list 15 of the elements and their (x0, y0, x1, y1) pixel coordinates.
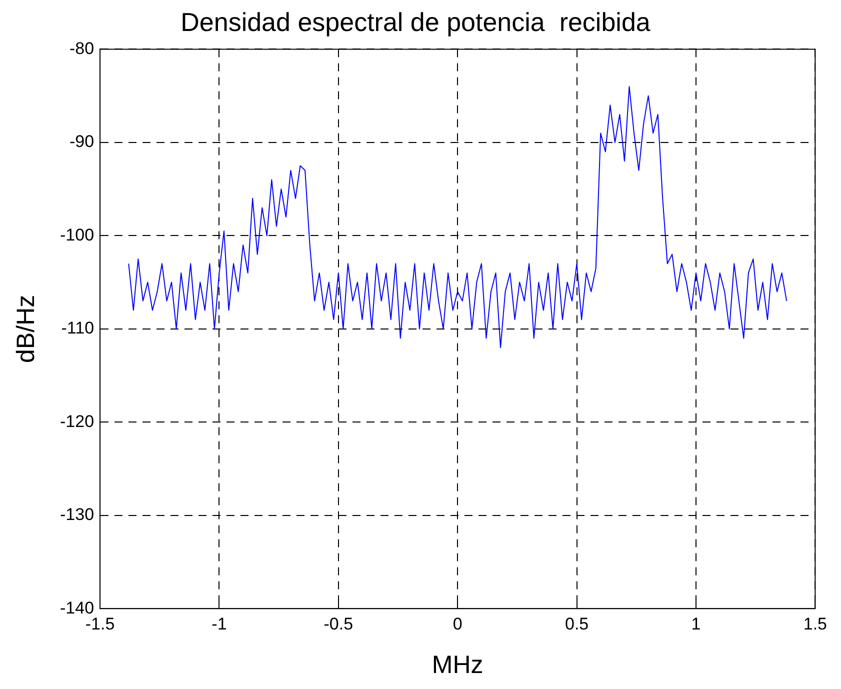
x-tick-label: 1.5 (803, 614, 828, 634)
y-tick-label: -100 (60, 225, 94, 244)
y-tick-label: -80 (69, 38, 94, 58)
chart-title: Densidad espectral de potencia recibida (180, 6, 651, 37)
x-tick-label: -0.5 (324, 614, 354, 634)
y-tick-label: -120 (60, 412, 94, 431)
y-tick-label: -90 (69, 132, 94, 152)
x-tick-label: 0 (452, 614, 462, 634)
x-axis-title: MHz (432, 650, 484, 679)
x-tick-label: -1 (212, 614, 227, 634)
x-tick-label: 1 (691, 614, 701, 634)
y-axis-title: dB/Hz (12, 294, 40, 363)
x-tick-label: 0.5 (564, 614, 589, 634)
y-tick-label: -130 (60, 505, 94, 524)
y-tick-label: -110 (61, 318, 94, 338)
